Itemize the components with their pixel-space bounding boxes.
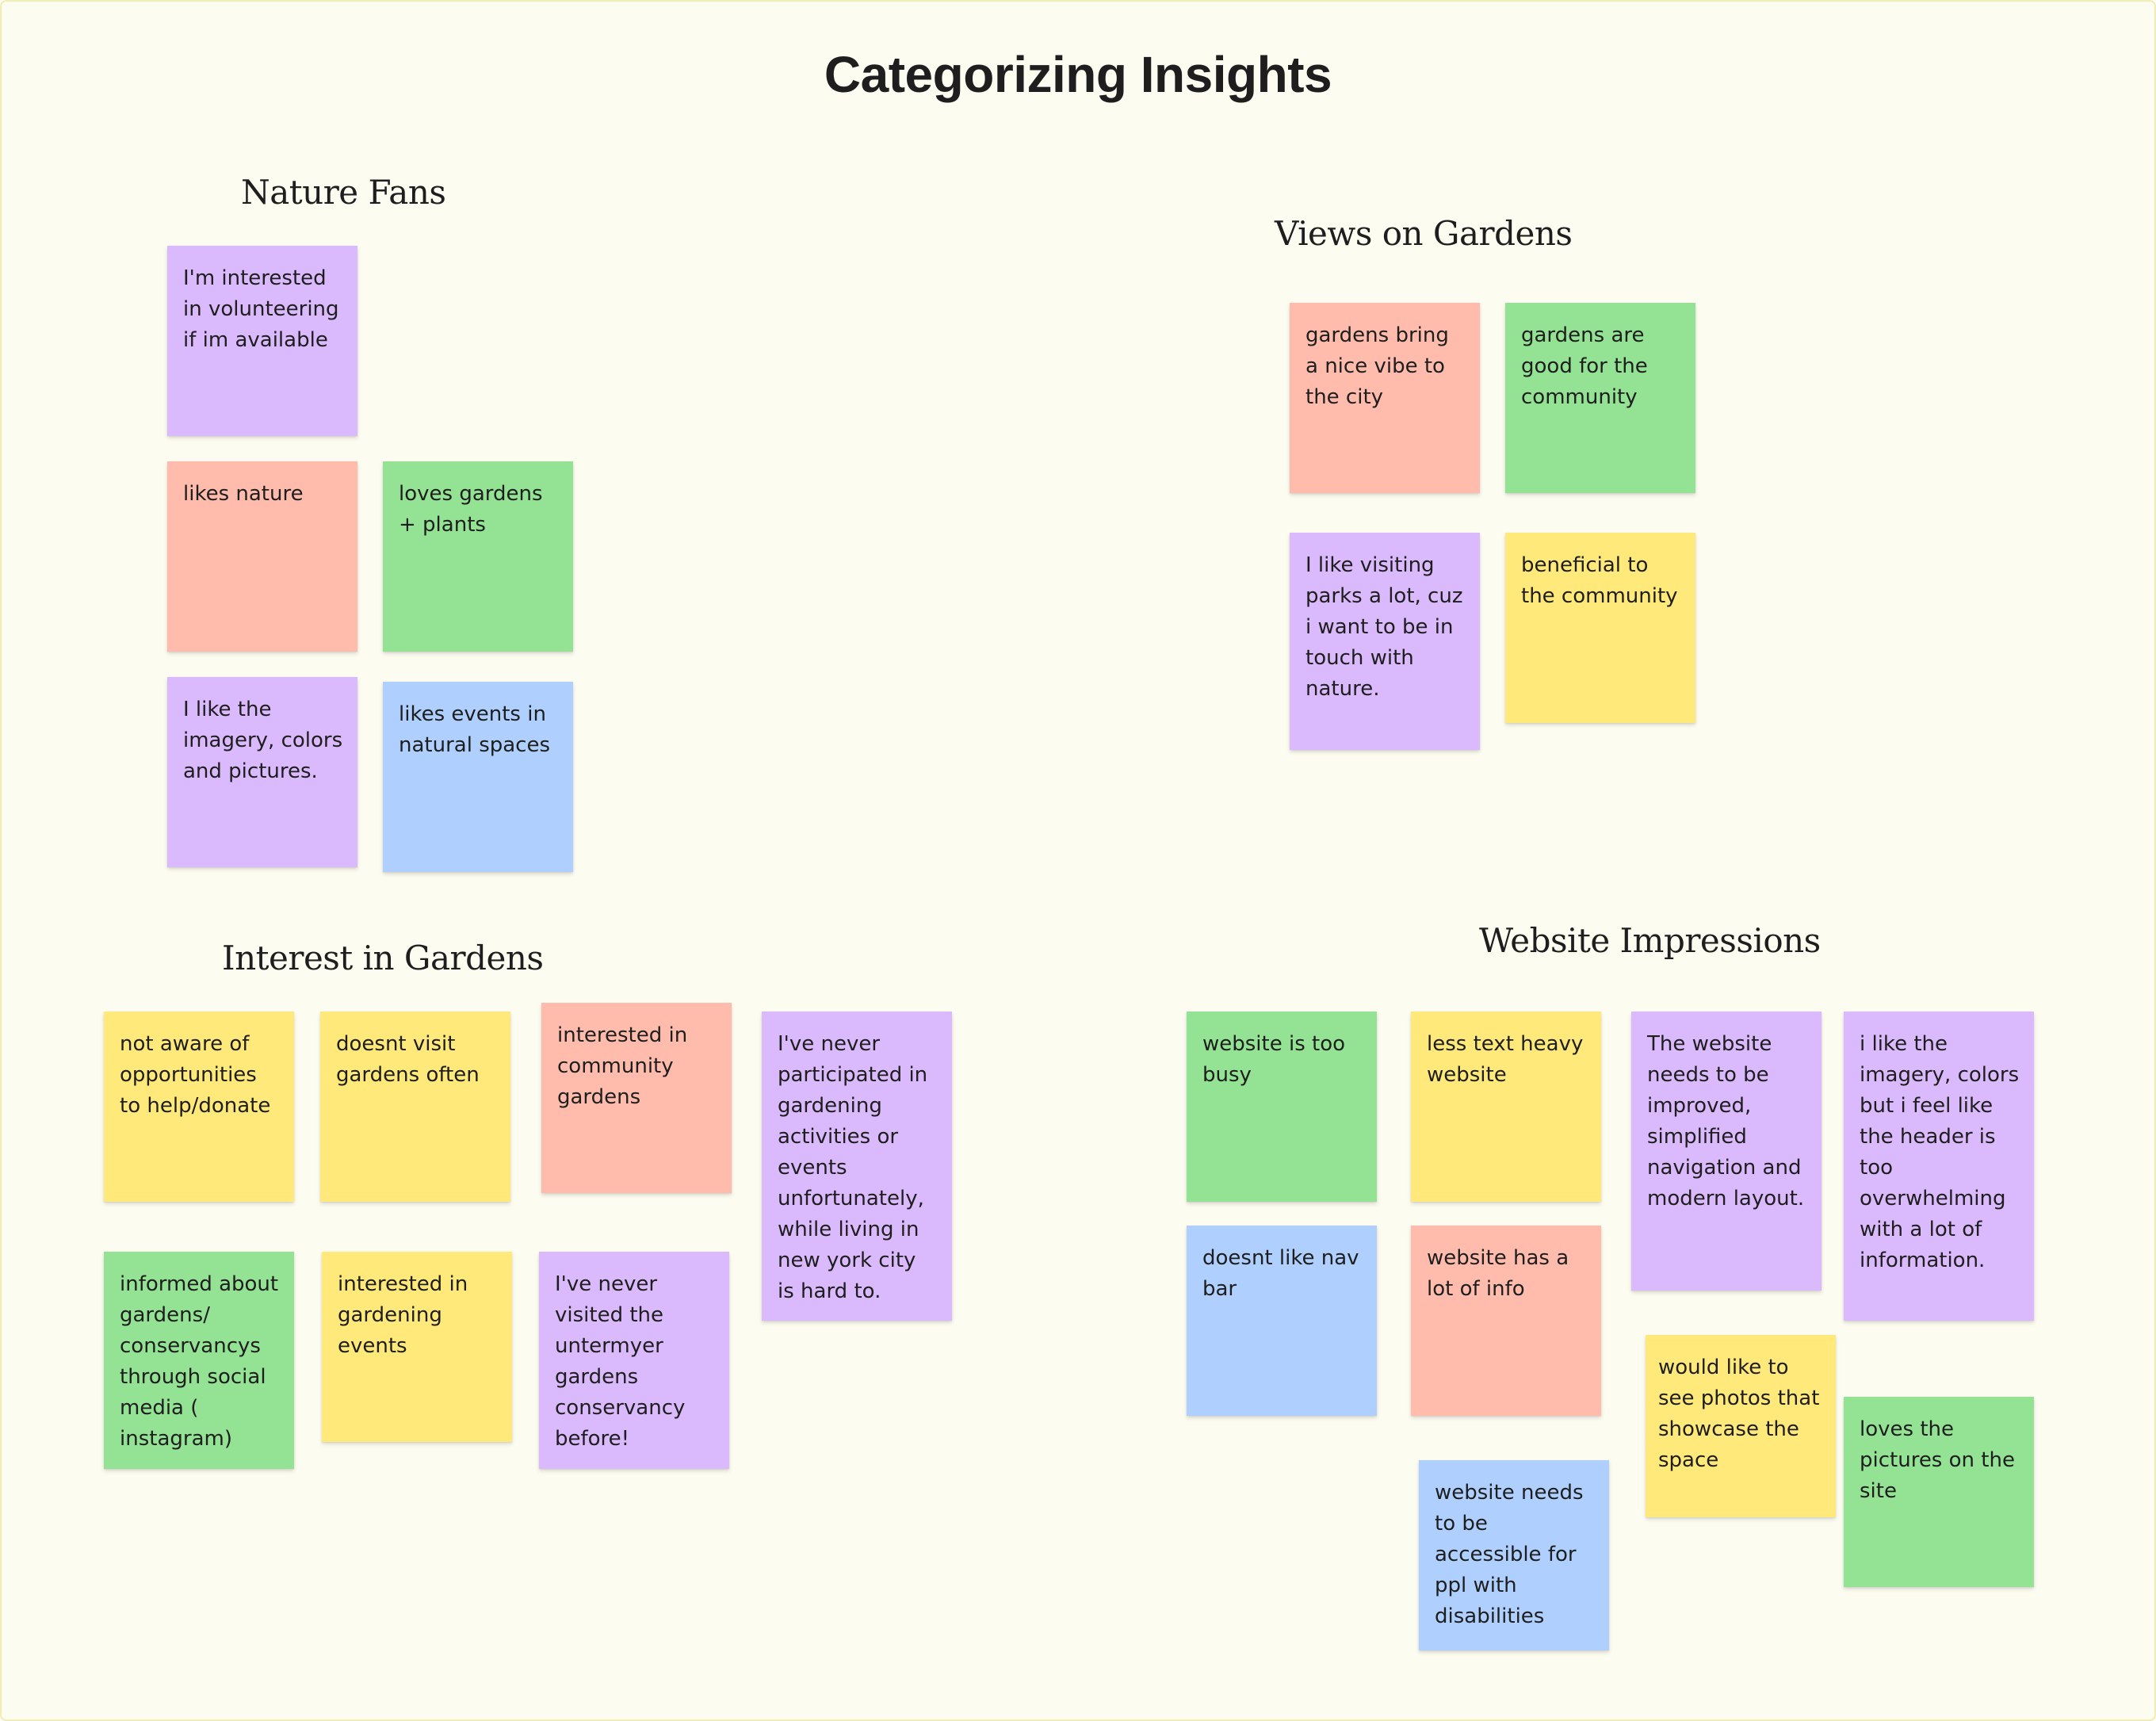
sticky-note[interactable]: loves the pictures on the site — [1844, 1397, 2034, 1587]
sticky-note-text: gardens are good for the community — [1521, 323, 1648, 409]
section-title-views-on-gardens: Views on Gardens — [1275, 214, 1573, 253]
sticky-note-text: I've never participated in gardening act… — [778, 1032, 928, 1303]
sticky-note[interactable]: I like visiting parks a lot, cuz i want … — [1290, 533, 1480, 750]
sticky-note-text: informed about gardens/ conservancys thr… — [120, 1272, 279, 1451]
sticky-note[interactable]: not aware of opportunities to help/donat… — [104, 1012, 294, 1202]
sticky-note-text: doesnt visit gardens often — [336, 1032, 480, 1087]
sticky-note[interactable]: website has a lot of info — [1411, 1226, 1601, 1416]
sticky-note[interactable]: interested in gardening events — [322, 1252, 512, 1442]
sticky-note[interactable]: loves gardens + plants — [383, 461, 573, 652]
sticky-note[interactable]: website is too busy — [1187, 1012, 1377, 1202]
sticky-note-text: I've never visited the untermyer gardens… — [555, 1272, 686, 1451]
sticky-note[interactable]: The website needs to be improved, simpli… — [1631, 1012, 1822, 1291]
sticky-note-text: likes nature — [183, 482, 304, 506]
sticky-note[interactable]: would like to see photos that showcase t… — [1646, 1335, 1836, 1517]
sticky-note-text: I like the imagery, colors and pictures. — [183, 698, 343, 783]
board-title: Categorizing Insights — [824, 46, 1332, 103]
sticky-note-text: The website needs to be improved, simpli… — [1647, 1032, 1805, 1210]
sticky-note-text: website is too busy — [1202, 1032, 1346, 1087]
sticky-note[interactable]: interested in community gardens — [541, 1003, 732, 1193]
sticky-note-text: website has a lot of info — [1427, 1246, 1569, 1301]
sticky-note-text: I like visiting parks a lot, cuz i want … — [1305, 553, 1463, 701]
sticky-note-text: gardens bring a nice vibe to the city — [1305, 323, 1449, 409]
sticky-note-text: would like to see photos that showcase t… — [1658, 1356, 1820, 1472]
sticky-note-text: likes events in natural spaces — [399, 702, 551, 757]
section-title-nature-fans: Nature Fans — [241, 173, 446, 212]
sticky-note-text: interested in community gardens — [557, 1023, 688, 1109]
section-title-interest-in-gardens: Interest in Gardens — [222, 939, 544, 977]
sticky-note[interactable]: gardens bring a nice vibe to the city — [1290, 303, 1480, 493]
sticky-note[interactable]: I've never participated in gardening act… — [762, 1012, 952, 1321]
sticky-note-text: beneficial to the community — [1521, 553, 1678, 608]
sticky-note[interactable]: i like the imagery, colors but i feel li… — [1844, 1012, 2034, 1321]
sticky-note[interactable]: likes events in natural spaces — [383, 682, 573, 872]
sticky-note-text: I'm interested in volunteering if im ava… — [183, 266, 339, 352]
sticky-note-text: website needs to be accessible for ppl w… — [1435, 1481, 1584, 1628]
sticky-note-text: doesnt like nav bar — [1202, 1246, 1359, 1301]
sticky-note[interactable]: less text heavy website — [1411, 1012, 1601, 1202]
sticky-note[interactable]: I've never visited the untermyer gardens… — [539, 1252, 729, 1469]
sticky-note[interactable]: gardens are good for the community — [1505, 303, 1695, 493]
sticky-note[interactable]: informed about gardens/ conservancys thr… — [104, 1252, 294, 1469]
sticky-note[interactable]: I'm interested in volunteering if im ava… — [167, 246, 357, 436]
sticky-note[interactable]: website needs to be accessible for ppl w… — [1419, 1460, 1609, 1650]
sticky-note-text: not aware of opportunities to help/donat… — [120, 1032, 271, 1118]
sticky-note-text: loves gardens + plants — [399, 482, 543, 537]
sticky-note[interactable]: I like the imagery, colors and pictures. — [167, 677, 357, 867]
sticky-note-text: less text heavy website — [1427, 1032, 1584, 1087]
sticky-note[interactable]: doesnt visit gardens often — [320, 1012, 510, 1202]
sticky-note-text: loves the pictures on the site — [1860, 1417, 2015, 1503]
sticky-note-text: i like the imagery, colors but i feel li… — [1860, 1032, 2020, 1272]
sticky-note[interactable]: likes nature — [167, 461, 357, 652]
sticky-note[interactable]: beneficial to the community — [1505, 533, 1695, 723]
section-title-website-impressions: Website Impressions — [1479, 921, 1821, 960]
sticky-note[interactable]: doesnt like nav bar — [1187, 1226, 1377, 1416]
sticky-note-text: interested in gardening events — [338, 1272, 468, 1358]
